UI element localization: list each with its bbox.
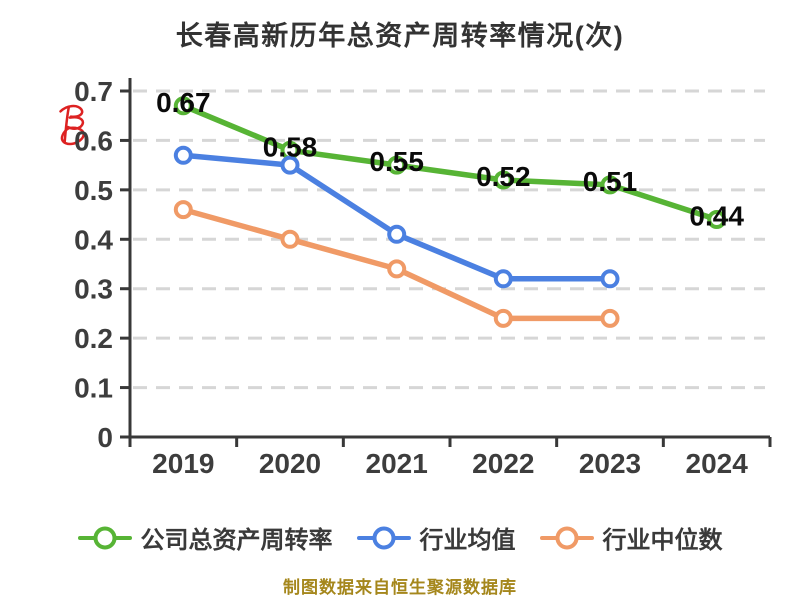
- y-axis-tick-label: 0.3: [74, 274, 113, 305]
- x-axis-tick-label: 2022: [472, 448, 534, 479]
- chart-title: 长春高新历年总资产周转率情况(次): [175, 21, 625, 51]
- legend-item-1[interactable]: 行业均值: [356, 520, 516, 555]
- legend: 公司总资产周转率 行业均值 行业中位数: [0, 520, 800, 555]
- legend-marker-icon: [77, 523, 132, 553]
- x-axis-tick-label: 2019: [152, 448, 214, 479]
- y-axis-tick-label: 0.4: [74, 224, 113, 255]
- y-axis-tick-label: 0: [97, 422, 113, 453]
- red-watermark-scribble-icon: [59, 104, 85, 146]
- data-point: [173, 145, 193, 165]
- series-line: [180, 103, 720, 223]
- data-point: [493, 308, 513, 328]
- y-axis-tick-label: 0.5: [74, 175, 113, 206]
- x-axis-tick-label: 2021: [366, 448, 428, 479]
- data-point-label: 0.55: [369, 146, 424, 177]
- y-axis-tick-label: 0.7: [74, 76, 113, 107]
- data-point-label: 0.67: [156, 87, 211, 118]
- legend-label: 公司总资产周转率: [140, 527, 333, 554]
- x-axis-tick-label: 2023: [579, 448, 641, 479]
- legend-item-2[interactable]: 行业中位数: [539, 520, 723, 555]
- data-point: [600, 175, 620, 195]
- data-point: [280, 229, 300, 249]
- data-point-label: 0.52: [476, 161, 531, 192]
- data-point: [387, 155, 407, 175]
- y-axis-tick-label: 0.1: [74, 373, 113, 404]
- data-point: [493, 269, 513, 289]
- y-axis-tick-label: 0.2: [74, 323, 113, 354]
- series-0: [173, 96, 727, 229]
- data-point: [173, 96, 193, 116]
- x-axis-tick-label: 2024: [686, 448, 749, 479]
- data-point-label: 0.44: [689, 201, 744, 232]
- legend-marker-icon: [356, 523, 411, 553]
- data-point: [387, 259, 407, 279]
- data-point-label: 0.51: [583, 166, 638, 197]
- data-source-note: 制图数据来自恒生聚源数据库: [283, 578, 517, 597]
- legend-item-0[interactable]: 公司总资产周转率: [77, 520, 333, 555]
- data-point: [600, 308, 620, 328]
- legend-label: 行业均值: [419, 527, 516, 554]
- series-2: [173, 200, 620, 328]
- legend-marker-icon: [539, 523, 594, 553]
- series-1: [173, 145, 620, 289]
- data-point: [173, 200, 193, 220]
- x-axis-tick-label: 2020: [259, 448, 321, 479]
- data-point: [280, 155, 300, 175]
- data-point-label: 0.58: [263, 131, 318, 162]
- data-point: [600, 269, 620, 289]
- legend-label: 行业中位数: [602, 527, 723, 554]
- data-point: [387, 224, 407, 244]
- y-axis-tick-label: 0.6: [74, 125, 113, 156]
- data-point: [493, 170, 513, 190]
- data-point: [707, 210, 727, 229]
